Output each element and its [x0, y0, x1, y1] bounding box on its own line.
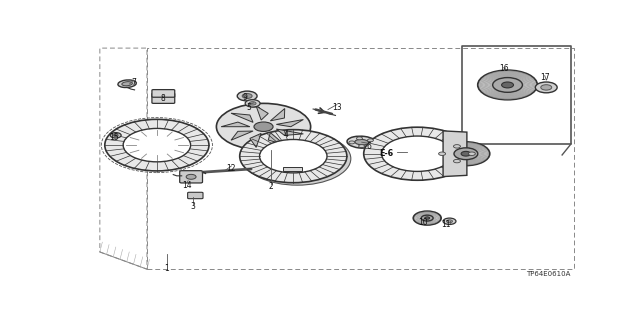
Polygon shape — [221, 122, 250, 127]
Circle shape — [381, 136, 453, 171]
Circle shape — [242, 93, 252, 99]
Polygon shape — [256, 106, 268, 120]
Text: 15: 15 — [109, 133, 118, 142]
Circle shape — [438, 152, 445, 155]
FancyBboxPatch shape — [188, 192, 203, 199]
Text: 2: 2 — [269, 182, 273, 191]
FancyBboxPatch shape — [152, 90, 175, 97]
Circle shape — [454, 145, 460, 148]
Circle shape — [249, 102, 256, 105]
Circle shape — [240, 130, 347, 183]
Circle shape — [454, 148, 478, 160]
Circle shape — [493, 78, 522, 92]
Circle shape — [113, 134, 118, 137]
Polygon shape — [231, 113, 253, 122]
Ellipse shape — [355, 139, 369, 145]
Text: 12: 12 — [227, 164, 236, 173]
Polygon shape — [443, 131, 467, 177]
Circle shape — [541, 85, 552, 90]
Polygon shape — [250, 133, 261, 147]
Circle shape — [364, 127, 471, 180]
Circle shape — [454, 160, 460, 163]
Text: 5: 5 — [246, 102, 251, 112]
Circle shape — [442, 142, 490, 166]
Circle shape — [478, 70, 538, 100]
FancyBboxPatch shape — [152, 93, 175, 103]
Circle shape — [535, 82, 557, 93]
Circle shape — [110, 133, 121, 138]
Text: 1: 1 — [164, 264, 169, 273]
Circle shape — [186, 174, 196, 179]
Circle shape — [254, 122, 273, 131]
Text: E-6: E-6 — [380, 149, 394, 158]
Circle shape — [421, 215, 433, 221]
Text: TP64E0610A: TP64E0610A — [525, 271, 570, 277]
Polygon shape — [276, 129, 303, 135]
Text: 9: 9 — [243, 93, 248, 102]
Circle shape — [216, 103, 310, 150]
Circle shape — [358, 145, 365, 148]
Text: 4: 4 — [284, 130, 288, 138]
Ellipse shape — [347, 136, 376, 148]
Circle shape — [413, 211, 441, 225]
Circle shape — [468, 152, 476, 155]
Text: 16: 16 — [499, 64, 508, 73]
Polygon shape — [270, 108, 285, 121]
Circle shape — [105, 119, 209, 171]
Circle shape — [244, 132, 351, 185]
Circle shape — [425, 217, 429, 219]
Circle shape — [502, 82, 513, 88]
Text: 8: 8 — [161, 94, 166, 103]
Text: 6: 6 — [367, 142, 372, 151]
Circle shape — [349, 141, 355, 144]
Text: 17: 17 — [540, 73, 550, 82]
Text: 7: 7 — [131, 78, 136, 87]
Text: 3: 3 — [191, 202, 196, 211]
Circle shape — [237, 91, 257, 101]
Circle shape — [447, 220, 452, 223]
Text: 13: 13 — [332, 102, 342, 112]
Circle shape — [260, 139, 327, 173]
Polygon shape — [268, 133, 285, 145]
Text: 11: 11 — [442, 220, 451, 229]
Circle shape — [461, 152, 470, 156]
Circle shape — [123, 129, 191, 162]
FancyBboxPatch shape — [180, 171, 202, 183]
Text: 14: 14 — [182, 181, 192, 190]
Circle shape — [443, 218, 456, 225]
Circle shape — [245, 100, 260, 107]
Text: 10: 10 — [419, 218, 428, 227]
Ellipse shape — [118, 80, 136, 87]
Polygon shape — [284, 167, 302, 171]
Circle shape — [367, 139, 373, 142]
Circle shape — [356, 137, 362, 140]
Polygon shape — [276, 120, 303, 127]
Polygon shape — [231, 131, 253, 140]
Ellipse shape — [122, 82, 132, 86]
